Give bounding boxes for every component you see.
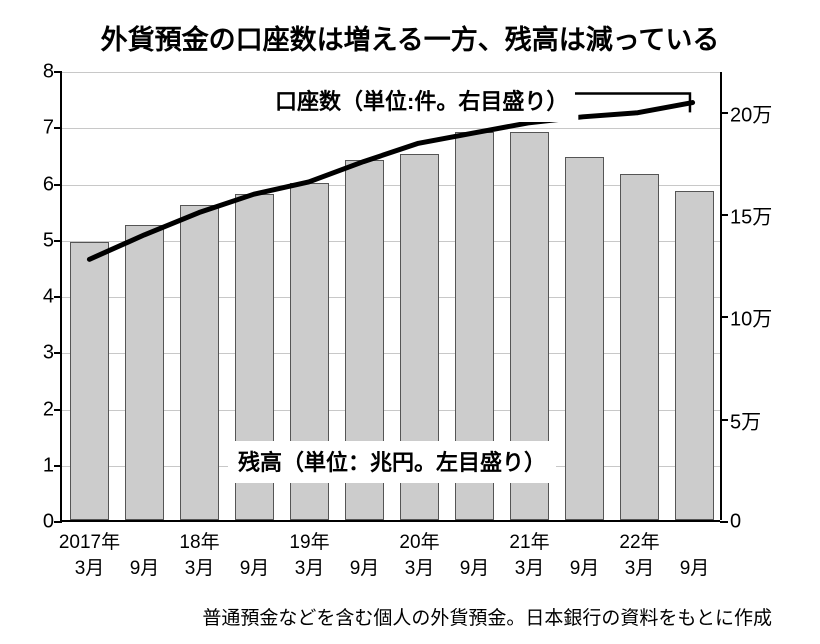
chart-title: 外貨預金の口座数は増える一方、残高は減っている (0, 18, 820, 57)
x-tick: 18年3月 (179, 520, 219, 581)
y-left-tick: 8 (43, 61, 62, 84)
x-tick: 年9月 (680, 520, 710, 581)
y-left-tick: 2 (43, 398, 62, 421)
x-tick: 19年3月 (289, 520, 329, 581)
x-tick: 年9月 (570, 520, 600, 581)
x-tick: 21年3月 (509, 520, 549, 581)
x-tick: 2017年3月 (59, 520, 120, 581)
y-left-tick: 5 (43, 229, 62, 252)
x-tick: 20年3月 (399, 520, 439, 581)
chart-caption: 普通預金などを含む個人の外貨預金。日本銀行の資料をもとに作成 (202, 603, 772, 630)
plot-area: 01234567805万10万15万20万2017年3月年9月18年3月年9月1… (60, 72, 720, 522)
y-right-tick: 15万 (720, 201, 772, 230)
y-left-tick: 7 (43, 117, 62, 140)
y-left-tick: 4 (43, 286, 62, 309)
x-tick: 22年3月 (619, 520, 659, 581)
y-left-tick: 6 (43, 173, 62, 196)
x-tick: 年9月 (460, 520, 490, 581)
y-left-tick: 3 (43, 342, 62, 365)
y-right-tick: 10万 (720, 303, 772, 332)
x-tick: 年9月 (350, 520, 380, 581)
y-right-tick: 20万 (720, 98, 772, 127)
y-right-tick: 5万 (720, 405, 761, 434)
y-right-tick: 0 (720, 511, 741, 534)
y-left-tick: 1 (43, 454, 62, 477)
x-tick: 年9月 (240, 520, 270, 581)
bar-series-label: 残高（単位：兆円。左目盛り） (228, 441, 556, 483)
x-tick: 年9月 (130, 520, 160, 581)
